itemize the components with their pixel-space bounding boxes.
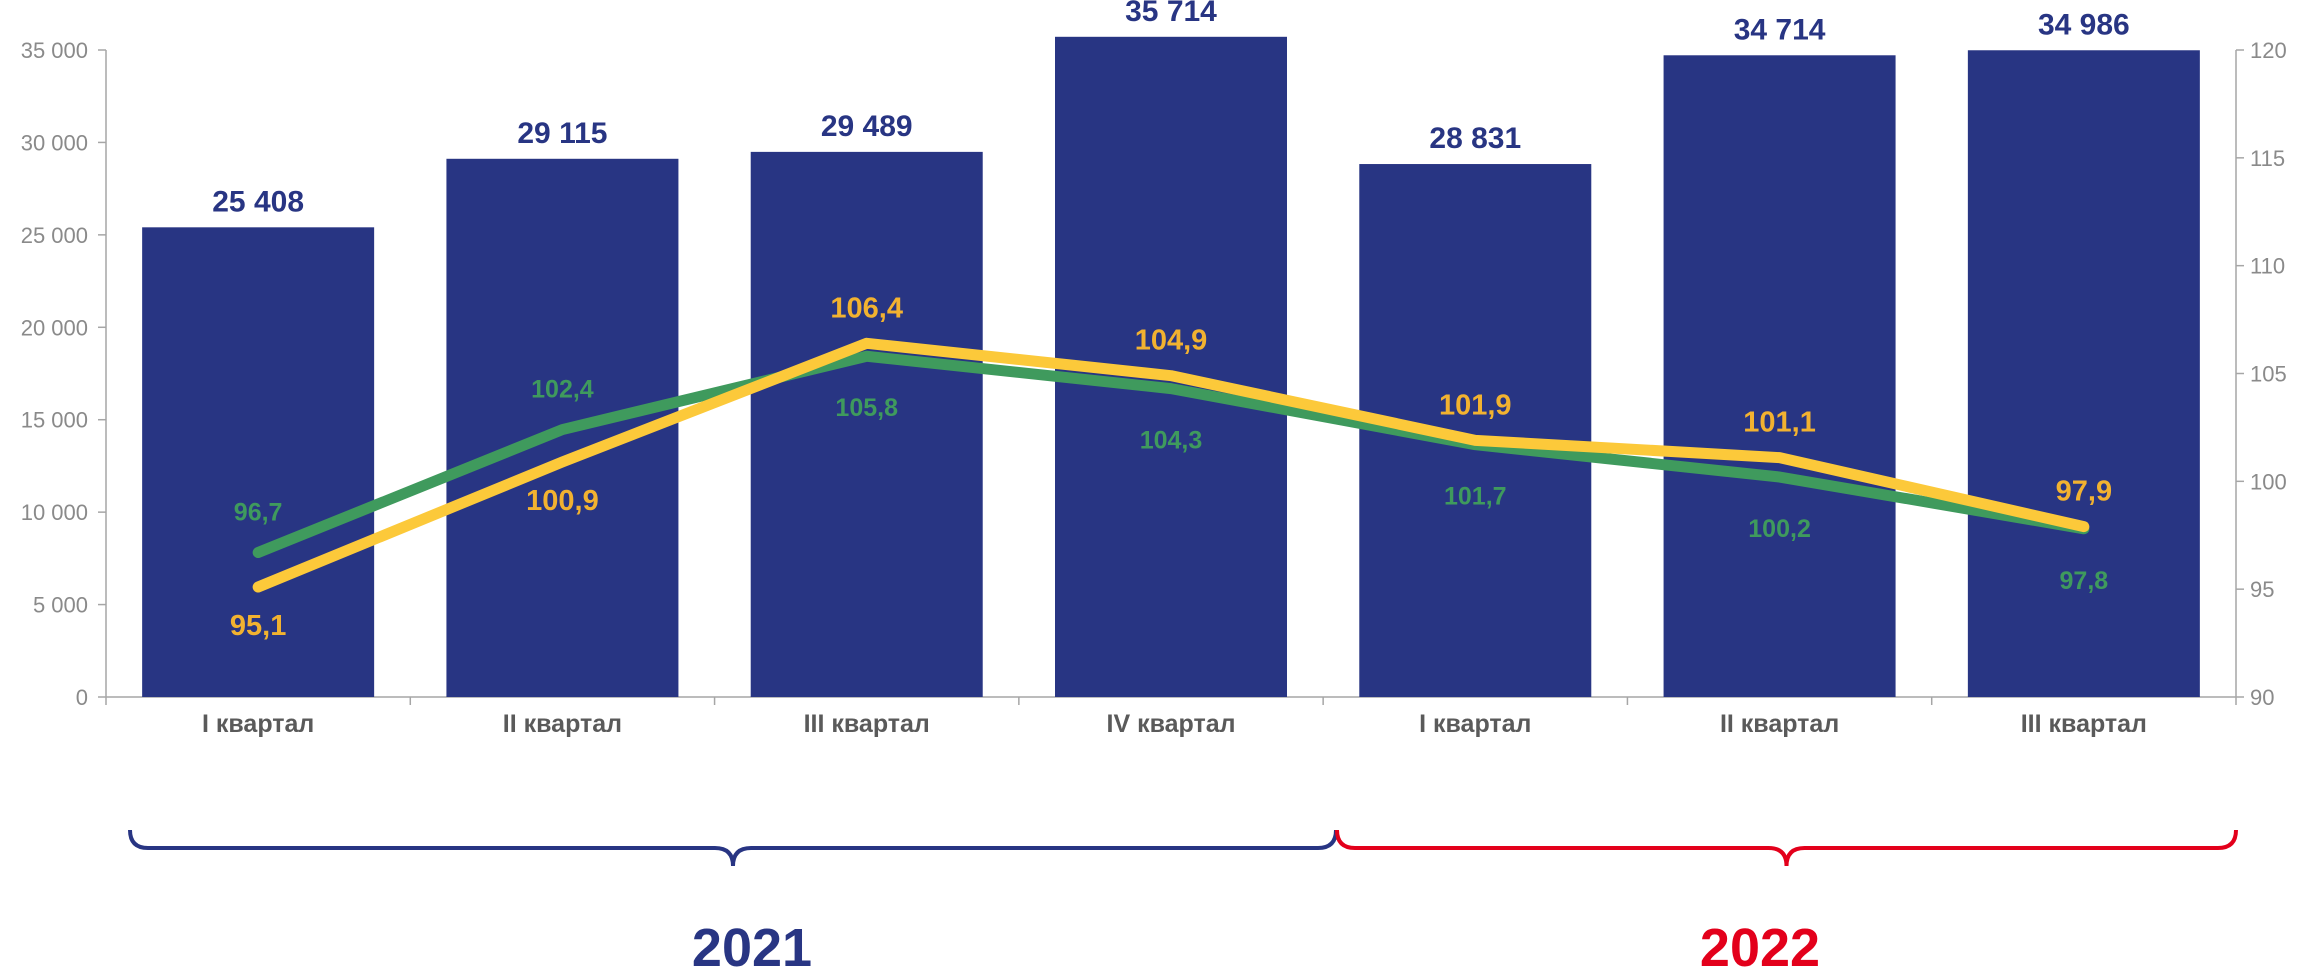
y-right-tick-label: 95 [2250, 577, 2274, 602]
yellow-data-label: 101,1 [1743, 407, 1816, 439]
green-data-label: 101,7 [1444, 483, 1507, 511]
y-left-tick-label: 30 000 [21, 130, 88, 155]
y-right-tick-label: 115 [2250, 146, 2285, 171]
bar [1664, 55, 1896, 697]
category-label: II квартал [503, 710, 622, 738]
y-left-tick-label: 15 000 [21, 408, 88, 433]
green-data-label: 105,8 [835, 394, 898, 422]
bar [1968, 50, 2200, 697]
bar-value-label: 29 489 [821, 110, 913, 143]
y-left-tick-label: 25 000 [21, 223, 88, 248]
bar-value-label: 35 714 [1125, 0, 1217, 28]
year-groups: 2021 2022 [130, 830, 2236, 971]
yellow-data-label: 104,9 [1135, 325, 1208, 357]
category-label: II квартал [1720, 710, 1839, 738]
category-label: IV квартал [1107, 710, 1236, 738]
bar-value-label: 25 408 [212, 185, 304, 218]
yellow-data-label: 106,4 [830, 292, 903, 324]
green-data-label: 97,8 [2060, 567, 2109, 595]
y-left-tick-label: 0 [76, 685, 88, 710]
bar-value-label: 34 986 [2038, 8, 2130, 41]
category-label: III квартал [2021, 710, 2147, 738]
y-right-tick-label: 110 [2250, 254, 2285, 279]
y-left-tick-label: 20 000 [21, 315, 88, 340]
category-label: III квартал [804, 710, 930, 738]
year-bracket [130, 830, 1336, 866]
y-right-tick-label: 90 [2250, 685, 2274, 710]
year-label: 2022 [1700, 918, 1820, 971]
category-label: I квартал [202, 710, 314, 738]
year-bracket [1337, 830, 2236, 866]
bars [142, 37, 2200, 697]
y-right-tick-label: 105 [2250, 362, 2287, 387]
green-data-label: 104,3 [1140, 427, 1203, 455]
y-right-tick-label: 120 [2250, 38, 2287, 63]
bar-value-label: 28 831 [1429, 122, 1521, 155]
green-data-label: 100,2 [1748, 515, 1811, 543]
bar-value-label: 34 714 [1734, 13, 1826, 46]
green-data-label: 102,4 [531, 376, 594, 404]
yellow-data-label: 95,1 [230, 610, 286, 642]
y-left-tick-label: 10 000 [21, 500, 88, 525]
y-left-tick-label: 35 000 [21, 38, 88, 63]
bar-value-label: 29 115 [517, 117, 607, 150]
yellow-data-label: 97,9 [2056, 476, 2112, 508]
bar [751, 152, 983, 697]
year-label: 2021 [692, 918, 812, 971]
yellow-data-label: 101,9 [1439, 389, 1512, 421]
y-left-tick-label: 5 000 [33, 593, 88, 618]
y-right-tick-label: 100 [2250, 469, 2287, 494]
yellow-data-label: 100,9 [526, 485, 599, 517]
green-data-label: 96,7 [234, 499, 283, 527]
category-label: I квартал [1419, 710, 1531, 738]
